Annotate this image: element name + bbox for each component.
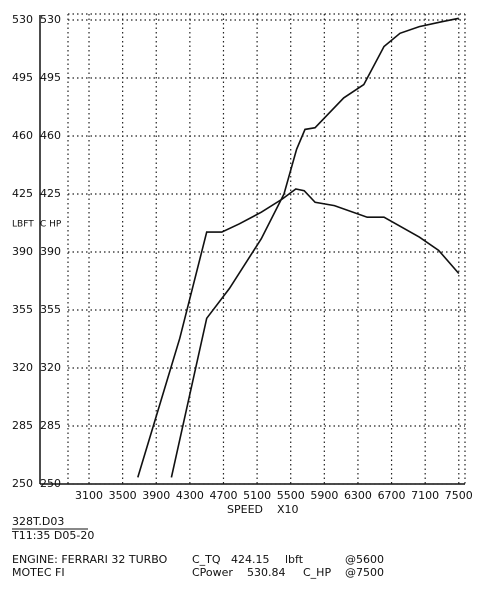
hp-unit: C_HP xyxy=(303,566,331,579)
y2-tick-label: 425 xyxy=(40,187,61,200)
x-tick-label: 5900 xyxy=(310,489,338,502)
x-tick-label: 5500 xyxy=(277,489,305,502)
tq-rpm: @5600 xyxy=(345,553,384,566)
y2-tick-label: 390 xyxy=(40,245,61,258)
y2-tick-label: 355 xyxy=(40,303,61,316)
y-tick-label: 285 xyxy=(12,419,33,432)
x-tick-label: 5100 xyxy=(243,489,271,502)
file-name: 328T.D03 xyxy=(12,515,64,528)
y-tick-label: 495 xyxy=(12,71,33,84)
hp-label: CPower xyxy=(192,566,233,579)
x-tick-label: 3900 xyxy=(142,489,170,502)
y-tick-label: 390 xyxy=(12,245,33,258)
x-tick-label: 4300 xyxy=(176,489,204,502)
fuel: MOTEC FI xyxy=(12,566,65,579)
x-tick-label: 4700 xyxy=(209,489,237,502)
y-tick-label: 530 xyxy=(12,13,33,26)
curve xyxy=(137,188,460,478)
x-axis-unit: X10 xyxy=(277,503,299,516)
tq-label: C_TQ xyxy=(192,553,221,566)
y-tick-label: 320 xyxy=(12,361,33,374)
timestamp: T11:35 D05-20 xyxy=(11,529,94,542)
engine: ENGINE: FERRARI 32 TURBO xyxy=(12,553,168,566)
y-tick-label: 425 xyxy=(12,187,33,200)
x-tick-label: 3500 xyxy=(109,489,137,502)
y2-tick-label: 495 xyxy=(40,71,61,84)
x-tick-label: 6300 xyxy=(344,489,372,502)
hp-rpm: @7500 xyxy=(345,566,384,579)
y2-tick-label: 320 xyxy=(40,361,61,374)
y-axis-label: LBFT xyxy=(12,220,34,230)
x-tick-label: 7500 xyxy=(445,489,473,502)
x-axis-label: SPEED xyxy=(227,503,263,516)
curve xyxy=(170,17,459,478)
x-tick-label: 6700 xyxy=(378,489,406,502)
tq-unit: lbft xyxy=(285,553,304,566)
x-tick-label: 3100 xyxy=(75,489,103,502)
y2-tick-label: 285 xyxy=(40,419,61,432)
y2-tick-label: 460 xyxy=(40,129,61,142)
y-tick-label: 250 xyxy=(12,477,33,490)
tq-value: 424.15 xyxy=(231,553,270,566)
hp-value: 530.84 xyxy=(247,566,286,579)
y2-axis-label: C HP xyxy=(40,220,62,230)
x-tick-label: 7100 xyxy=(411,489,439,502)
y-tick-label: 460 xyxy=(12,129,33,142)
y2-tick-label: 250 xyxy=(40,477,61,490)
y2-tick-label: 530 xyxy=(40,13,61,26)
y-tick-label: 355 xyxy=(12,303,33,316)
